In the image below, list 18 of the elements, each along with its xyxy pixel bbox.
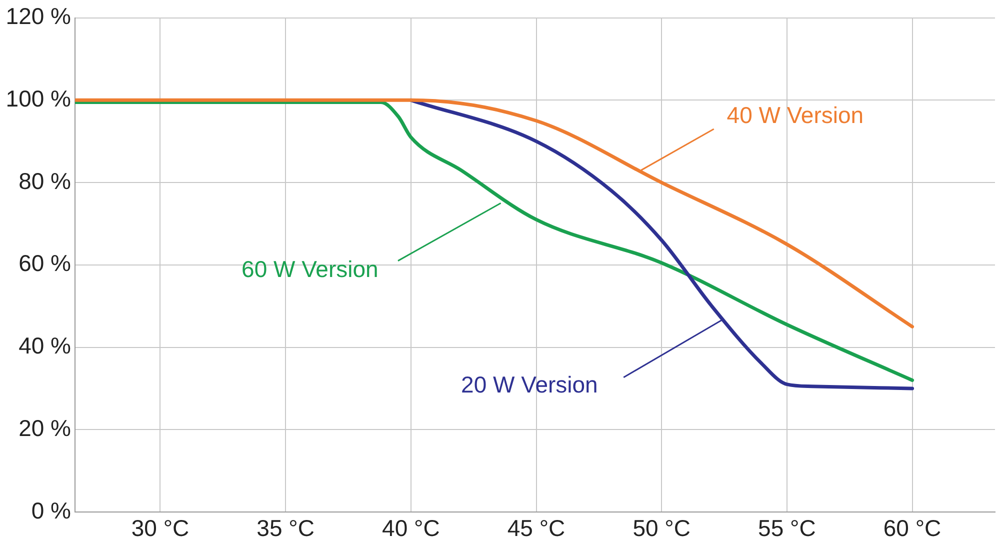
y-tick-label: 60 %: [18, 250, 71, 276]
x-tick-label: 45 °C: [507, 515, 566, 542]
x-tick-label: 55 °C: [758, 515, 816, 542]
y-tick-label: 120 %: [6, 3, 71, 30]
y-tick-label: 0 %: [31, 497, 71, 524]
x-tick-label: 35 °C: [256, 515, 314, 542]
y-tick-label: 40 %: [18, 332, 71, 359]
x-tick-label: 60 °C: [883, 515, 942, 542]
line-series: [75, 98, 914, 328]
x-tick-label: 30 °C: [131, 515, 190, 542]
y-tick-label: 20 %: [18, 414, 71, 441]
x-tick-label: 40 °C: [382, 515, 440, 542]
text: 60 W Version: [242, 256, 378, 282]
y-tick-label: 100 %: [6, 86, 71, 112]
text: 20 W Version: [461, 371, 598, 398]
y-tick-label: 80 %: [18, 168, 71, 194]
text: 40 W Version: [726, 102, 864, 128]
x-tick-label: 50 °C: [632, 515, 690, 542]
